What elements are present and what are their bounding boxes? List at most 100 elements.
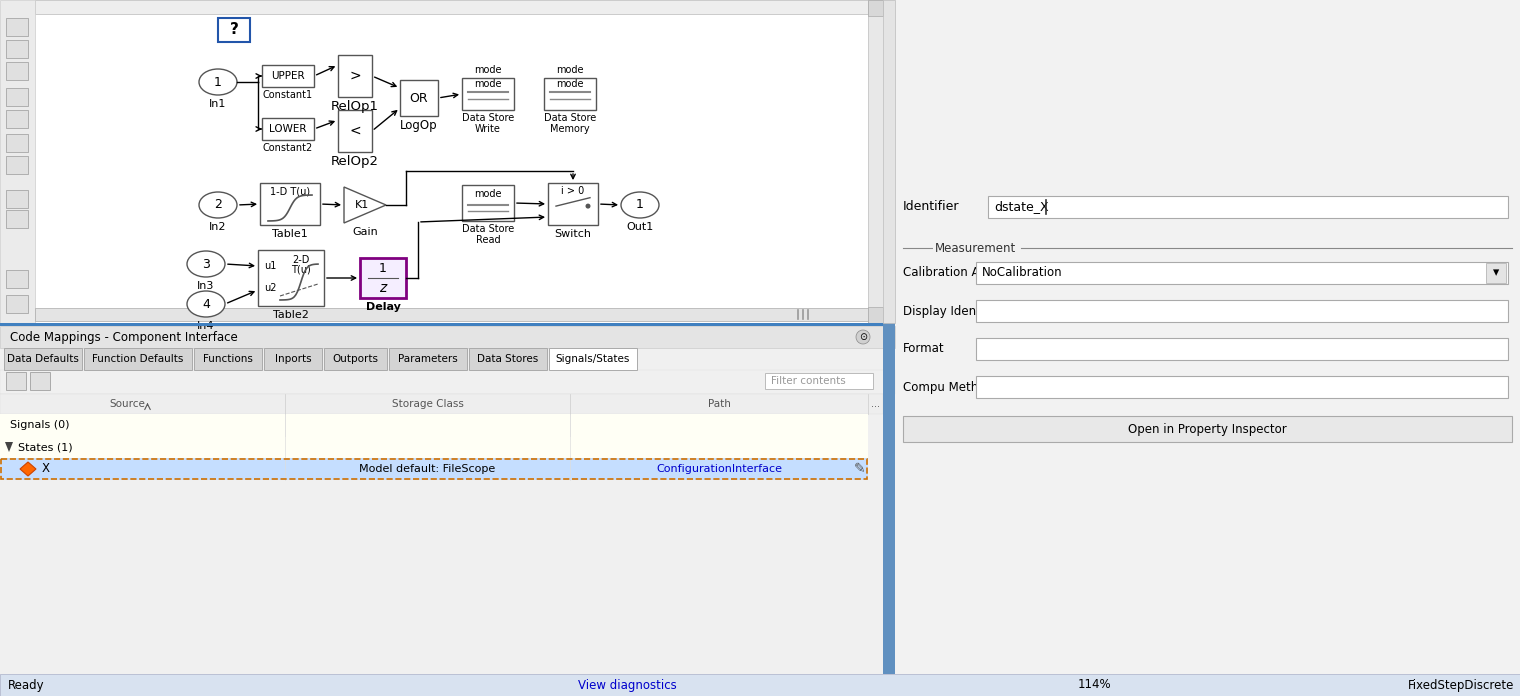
Text: K1: K1: [354, 200, 369, 210]
Bar: [258, 250, 324, 306]
Bar: [261, 118, 315, 140]
Text: Read: Read: [476, 235, 500, 245]
Bar: [337, 55, 372, 97]
Bar: [324, 348, 388, 370]
Text: Inports: Inports: [275, 354, 312, 364]
Text: ▾: ▾: [1493, 267, 1499, 280]
Bar: [5, 348, 82, 370]
Text: Model default: FileScope: Model default: FileScope: [359, 464, 496, 474]
Text: LOWER: LOWER: [269, 124, 307, 134]
Text: Path: Path: [708, 399, 731, 409]
Text: Gain: Gain: [353, 227, 378, 237]
Bar: [1487, 263, 1506, 283]
Text: Table2: Table2: [274, 310, 309, 320]
Bar: [976, 376, 1508, 398]
Text: Data Defaults: Data Defaults: [8, 354, 79, 364]
Text: mode: mode: [474, 189, 502, 199]
Bar: [0, 394, 883, 414]
Bar: [868, 307, 883, 323]
Ellipse shape: [187, 291, 225, 317]
Text: <: <: [350, 124, 360, 138]
Text: Compu Method: Compu Method: [903, 381, 993, 393]
Text: 2-D: 2-D: [292, 255, 310, 265]
Bar: [6, 88, 27, 106]
Text: mode: mode: [556, 79, 584, 89]
Text: T(u): T(u): [290, 265, 310, 275]
Bar: [84, 348, 192, 370]
Text: u2: u2: [264, 283, 277, 293]
Text: 1: 1: [378, 262, 388, 274]
Text: ✎: ✎: [854, 462, 866, 476]
Bar: [360, 258, 406, 298]
Text: 3: 3: [202, 258, 210, 271]
Text: Source: Source: [109, 399, 146, 409]
Bar: [6, 18, 27, 36]
Text: Outports: Outports: [333, 354, 378, 364]
Bar: [0, 674, 1520, 696]
Bar: [35, 0, 868, 14]
Text: Ready: Ready: [8, 679, 44, 692]
Bar: [462, 185, 514, 221]
Bar: [0, 0, 883, 323]
Bar: [0, 414, 868, 436]
Text: 1: 1: [214, 75, 222, 88]
Text: Memory: Memory: [550, 124, 590, 134]
Text: Write: Write: [476, 124, 502, 134]
Bar: [883, 323, 895, 674]
Ellipse shape: [199, 69, 237, 95]
Bar: [6, 190, 27, 208]
Polygon shape: [5, 442, 14, 452]
Text: In4: In4: [198, 321, 214, 331]
Bar: [6, 210, 27, 228]
Text: 1: 1: [635, 198, 644, 212]
Text: Storage Class: Storage Class: [392, 399, 464, 409]
Text: ?: ?: [230, 22, 239, 38]
Bar: [765, 373, 872, 389]
Text: z: z: [380, 281, 386, 295]
Text: ConfigurationInterface: ConfigurationInterface: [657, 464, 781, 474]
Text: Calibration Access: Calibration Access: [903, 267, 1011, 280]
Bar: [0, 458, 868, 480]
Bar: [6, 110, 27, 128]
Circle shape: [856, 330, 869, 344]
Text: 2: 2: [214, 198, 222, 212]
Bar: [389, 348, 467, 370]
Text: Display Identifier: Display Identifier: [903, 305, 1005, 317]
Text: dstate_X: dstate_X: [994, 200, 1049, 214]
Text: Parameters: Parameters: [398, 354, 458, 364]
Bar: [549, 183, 597, 225]
Bar: [903, 416, 1512, 442]
Bar: [6, 295, 27, 313]
Text: X: X: [43, 463, 50, 475]
Text: Out1: Out1: [626, 222, 654, 232]
Text: Data Store: Data Store: [544, 113, 596, 123]
Polygon shape: [20, 462, 36, 476]
Text: RelOp2: RelOp2: [331, 155, 378, 168]
Bar: [6, 40, 27, 58]
Bar: [6, 372, 26, 390]
Text: OR: OR: [410, 91, 429, 104]
Text: Format: Format: [903, 342, 944, 356]
Bar: [0, 370, 895, 394]
Text: 4: 4: [202, 297, 210, 310]
Bar: [261, 65, 315, 87]
Circle shape: [585, 204, 590, 209]
Bar: [264, 348, 322, 370]
Polygon shape: [344, 187, 386, 223]
Bar: [337, 110, 372, 152]
Text: ...: ...: [871, 399, 880, 409]
Text: i > 0: i > 0: [561, 186, 585, 196]
Bar: [988, 196, 1508, 218]
Bar: [217, 18, 249, 42]
Bar: [544, 78, 596, 110]
Text: Data Stores: Data Stores: [477, 354, 538, 364]
Text: Delay: Delay: [366, 302, 400, 312]
Bar: [0, 436, 868, 458]
Bar: [976, 262, 1508, 284]
Bar: [400, 80, 438, 116]
Bar: [883, 0, 1520, 674]
Text: Data Store: Data Store: [462, 224, 514, 234]
Bar: [6, 62, 27, 80]
Text: Table1: Table1: [272, 229, 309, 239]
Text: In3: In3: [198, 281, 214, 291]
